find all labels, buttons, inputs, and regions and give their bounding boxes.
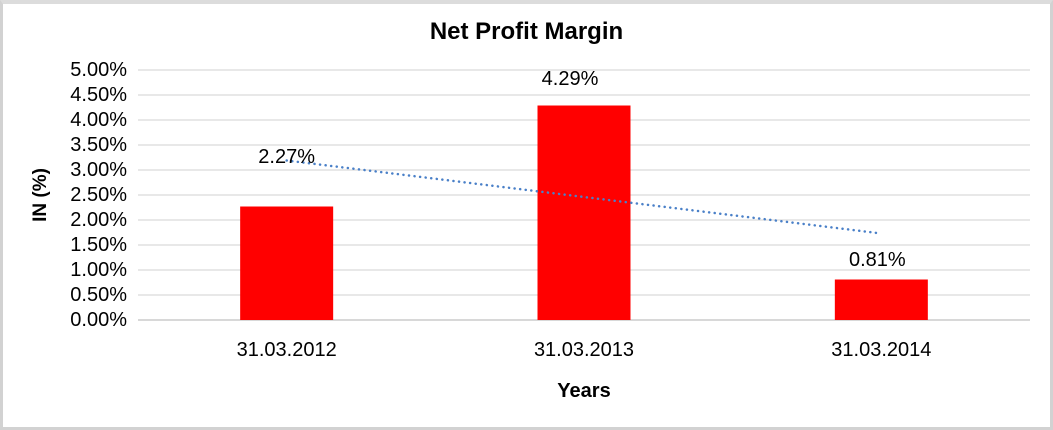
chart-title: Net Profit Margin [429,18,624,45]
trendline [285,159,883,235]
x-tick-label: 31.03.2014 [831,339,932,361]
y-tick-label: 1.50% [70,234,127,256]
bar-31.03.2014 [834,279,928,320]
y-tick-label: 4.50% [70,84,127,106]
data-label: 2.27% [258,145,316,168]
y-tick-label: 4.00% [70,109,127,131]
x-axis-title: Years [557,380,611,402]
y-tick-label: 0.00% [70,309,127,331]
data-label: 4.29% [541,67,599,90]
y-tick-label: 3.50% [70,134,127,156]
y-tick-label: 1.00% [70,259,127,281]
data-label: 0.81% [848,248,906,271]
y-tick-label: 2.50% [70,184,127,206]
bar-31.03.2012 [240,206,334,320]
x-tick-label: 31.03.2013 [533,339,635,361]
y-tick-label: 0.50% [70,284,127,306]
x-tick-label: 31.03.2012 [236,339,337,361]
y-tick-label: 5.00% [70,59,127,81]
y-tick-label: 2.00% [70,209,127,231]
y-tick-label: 3.00% [70,159,127,181]
bar-31.03.2013 [537,105,631,320]
